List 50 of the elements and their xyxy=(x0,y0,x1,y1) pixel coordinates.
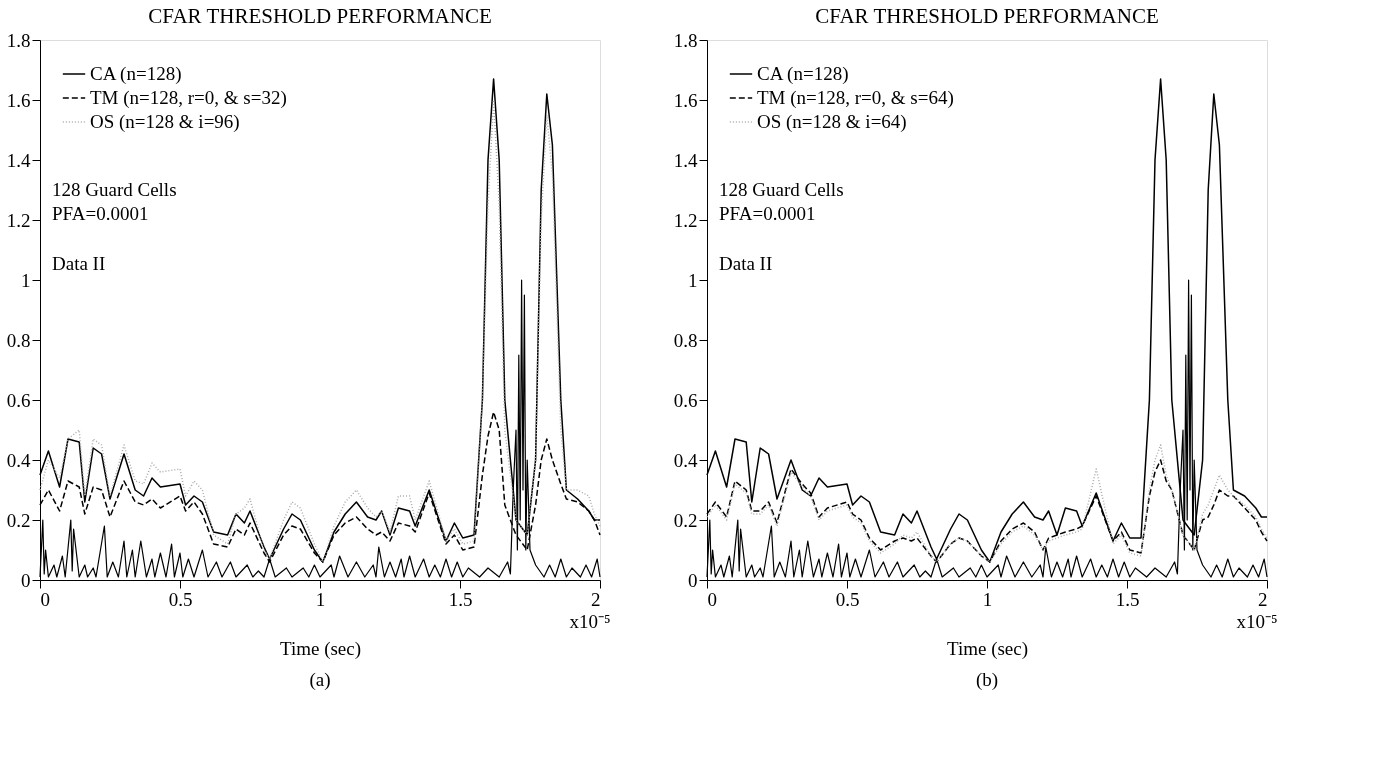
y-tick-label: 1 xyxy=(21,269,31,291)
x-tick-label: 1.5 xyxy=(1115,588,1140,610)
y-tick-label: 1.6 xyxy=(673,89,698,111)
y-tick-label: 0.6 xyxy=(673,389,698,411)
y-tick-label: 0.8 xyxy=(673,329,698,351)
x-tick-label: 1 xyxy=(315,588,326,610)
x-tick-label: 1.5 xyxy=(448,588,473,610)
y-tick-label: 0.8 xyxy=(6,329,31,351)
text: x10⁻⁵ xyxy=(1236,611,1278,632)
x-tick-label: 0.5 xyxy=(168,588,193,610)
text: (b) xyxy=(975,669,999,691)
y-tick-label: 1.4 xyxy=(673,149,698,171)
legend-label: CA (n=128) xyxy=(757,63,849,85)
y-tick-label: 0 xyxy=(21,569,31,591)
annotation: 128 Guard Cells xyxy=(719,179,844,200)
legend-label: TM (n=128, r=0, & s=32) xyxy=(90,87,287,109)
y-tick-label: 1.8 xyxy=(673,29,698,51)
x-tick-label: 0.5 xyxy=(835,588,860,610)
annotation: Data II xyxy=(52,253,106,274)
text: x10⁻⁵ xyxy=(569,611,611,632)
annotation: 128 Guard Cells xyxy=(52,179,177,200)
chart-title: CFAR THRESHOLD PERFORMANCE xyxy=(148,4,492,28)
y-tick-label: 0.4 xyxy=(673,449,698,471)
x-tick-label: 1 xyxy=(982,588,993,610)
y-tick-label: 0.2 xyxy=(6,509,31,531)
x-tick-label: 2 xyxy=(1258,588,1268,610)
legend-label: TM (n=128, r=0, & s=64) xyxy=(757,87,954,109)
y-tick-label: 1.6 xyxy=(6,89,31,111)
y-tick-label: 0.2 xyxy=(673,509,698,531)
annotation: Data II xyxy=(719,253,773,274)
legend-label: OS (n=128 & i=96) xyxy=(90,111,240,133)
annotation: PFA=0.0001 xyxy=(52,203,149,224)
legend-label: OS (n=128 & i=64) xyxy=(757,111,907,133)
x-tick-label: 0 xyxy=(707,588,717,610)
y-tick-label: 1 xyxy=(688,269,698,291)
y-tick-label: 0.4 xyxy=(6,449,31,471)
x-tick-label: 0 xyxy=(40,588,50,610)
y-tick-label: 0.6 xyxy=(6,389,31,411)
annotation: PFA=0.0001 xyxy=(719,203,816,224)
x-axis-title: Time (sec) xyxy=(946,637,1029,660)
chart-title: CFAR THRESHOLD PERFORMANCE xyxy=(815,4,1159,28)
legend-label: CA (n=128) xyxy=(90,63,182,85)
y-tick-label: 0 xyxy=(688,569,698,591)
text: (a) xyxy=(309,669,331,691)
y-tick-label: 1.2 xyxy=(6,209,31,231)
y-tick-label: 1.4 xyxy=(6,149,31,171)
x-axis-title: Time (sec) xyxy=(279,637,362,660)
y-tick-label: 1.8 xyxy=(6,29,31,51)
x-tick-label: 2 xyxy=(591,588,601,610)
y-tick-label: 1.2 xyxy=(673,209,698,231)
